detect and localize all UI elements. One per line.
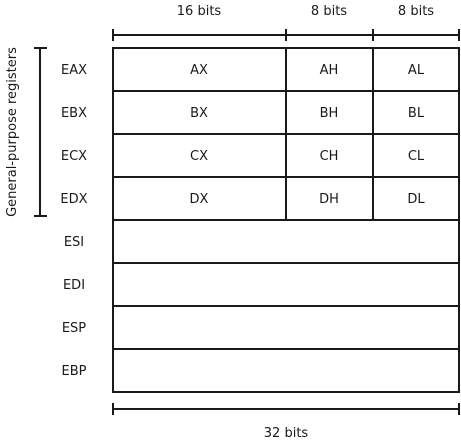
label-32-bits: 32 bits bbox=[264, 426, 309, 440]
reg-row-edi: EDI bbox=[63, 262, 460, 307]
reg-low-label: AL bbox=[408, 63, 425, 78]
reg-name: EDX bbox=[60, 192, 87, 207]
reg-name: ESI bbox=[64, 235, 84, 250]
reg-name: EBP bbox=[62, 364, 87, 379]
reg-low-label: CL bbox=[408, 149, 425, 164]
reg-16-label: DX bbox=[190, 192, 209, 207]
bracket-16-bits bbox=[112, 29, 287, 41]
bracket-8-bits-low bbox=[373, 29, 460, 41]
reg-name: EBX bbox=[61, 106, 87, 121]
cell-cx bbox=[112, 133, 287, 178]
reg-row-ebx: EBX BX BH BL bbox=[61, 90, 460, 135]
reg-low-label: DL bbox=[407, 192, 425, 207]
cell-edi bbox=[112, 262, 460, 307]
reg-row-eax: EAX AX AH AL bbox=[61, 47, 460, 92]
cell-bl bbox=[372, 90, 460, 135]
reg-16-label: BX bbox=[190, 106, 208, 121]
reg-row-edx: EDX DX DH DL bbox=[60, 176, 460, 221]
reg-name: EAX bbox=[61, 63, 87, 78]
bracket-32-bits bbox=[112, 403, 460, 415]
reg-high-label: BH bbox=[320, 106, 339, 121]
reg-low-label: BL bbox=[408, 106, 425, 121]
reg-row-ebp: EBP bbox=[62, 348, 460, 393]
reg-16-label: AX bbox=[190, 63, 208, 78]
reg-name: ESP bbox=[62, 321, 86, 336]
reg-16-label: CX bbox=[190, 149, 208, 164]
reg-row-ecx: ECX CX CH CL bbox=[61, 133, 460, 178]
reg-name: EDI bbox=[63, 278, 85, 293]
label-8-bits-high: 8 bits bbox=[311, 4, 347, 19]
reg-name: ECX bbox=[61, 149, 87, 164]
cell-bh bbox=[285, 90, 374, 135]
cell-esp bbox=[112, 305, 460, 350]
reg-row-esp: ESP bbox=[62, 305, 460, 350]
cell-cl bbox=[372, 133, 460, 178]
reg-high-label: CH bbox=[320, 149, 339, 164]
cell-dl bbox=[372, 176, 460, 221]
cell-ah bbox=[285, 47, 374, 92]
reg-high-label: AH bbox=[320, 63, 339, 78]
general-purpose-label: General-purpose registers bbox=[5, 47, 20, 217]
reg-high-label: DH bbox=[319, 192, 339, 207]
cell-bx bbox=[112, 90, 287, 135]
cell-esi bbox=[112, 219, 460, 264]
general-purpose-bracket bbox=[34, 47, 47, 217]
cell-dx bbox=[112, 176, 287, 221]
label-8-bits-low: 8 bits bbox=[398, 4, 434, 19]
bracket-8-bits-high bbox=[286, 29, 374, 41]
reg-row-esi: ESI bbox=[64, 219, 460, 264]
cell-ebp bbox=[112, 348, 460, 393]
label-16-bits: 16 bits bbox=[177, 4, 222, 19]
